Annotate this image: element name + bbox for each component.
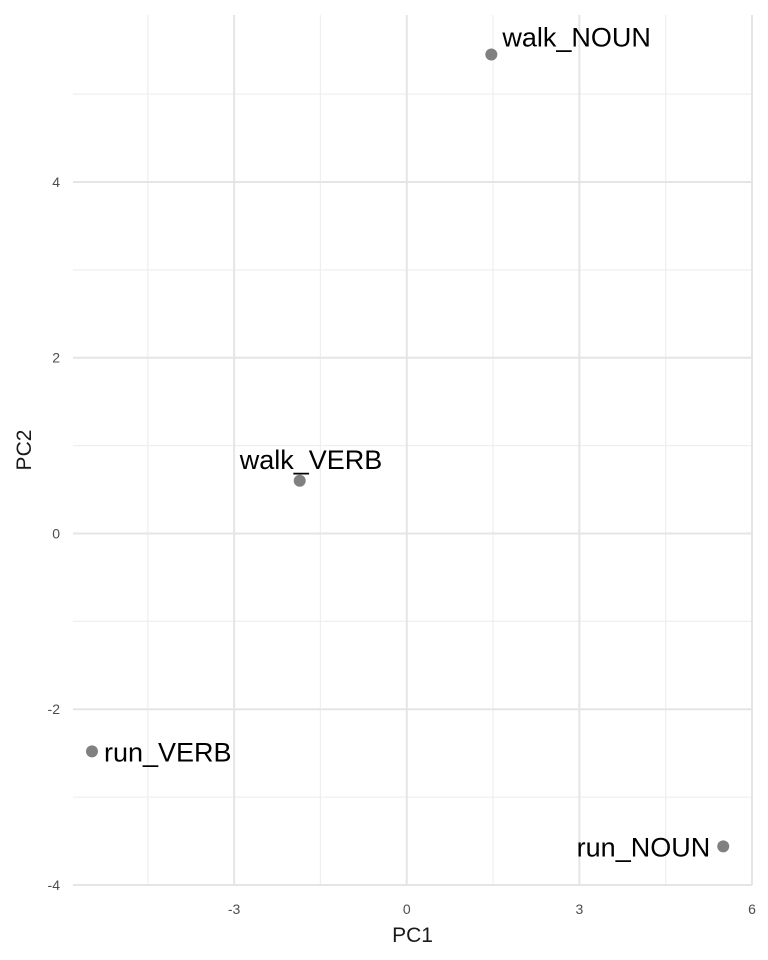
major-gridlines xyxy=(73,15,753,886)
point-label: walk_NOUN xyxy=(501,23,651,53)
data-point xyxy=(85,745,98,758)
point-label: walk_VERB xyxy=(239,445,383,475)
x-tick-label: 0 xyxy=(403,901,411,917)
x-tick-label: 6 xyxy=(748,901,756,917)
data-point xyxy=(485,48,498,61)
y-tick-label: 0 xyxy=(52,525,60,541)
tick-labels: -3 0 3 6 -4 -2 0 2 4 xyxy=(48,174,757,917)
minor-gridlines xyxy=(73,15,752,885)
point-label: run_VERB xyxy=(104,737,232,767)
y-tick-label: -4 xyxy=(48,877,61,893)
point-labels: walk_NOUN walk_VERB run_VERB run_NOUN xyxy=(104,23,710,863)
point-label: run_NOUN xyxy=(577,832,711,862)
y-axis-title: PC2 xyxy=(13,430,36,471)
y-tick-label: -2 xyxy=(48,701,61,717)
x-tick-label: -3 xyxy=(228,901,241,917)
x-tick-label: 3 xyxy=(575,901,583,917)
data-point xyxy=(717,840,730,853)
x-axis-title: PC1 xyxy=(392,924,433,947)
data-points xyxy=(85,48,730,853)
y-tick-label: 4 xyxy=(52,174,60,190)
data-point xyxy=(293,474,306,487)
y-tick-label: 2 xyxy=(52,350,60,366)
